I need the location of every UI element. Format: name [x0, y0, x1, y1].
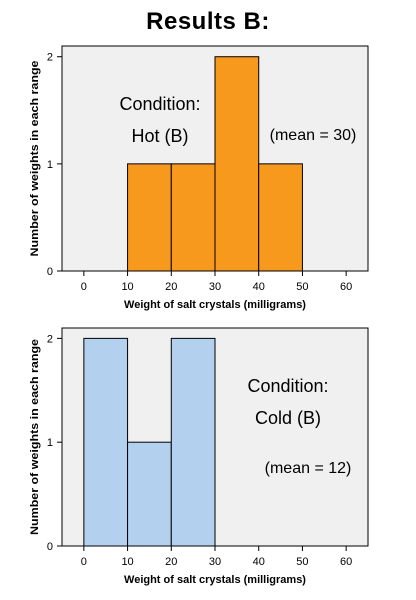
page-title: Results B: — [146, 8, 270, 35]
mean-annotation: (mean = 12) — [265, 460, 352, 477]
y-tick-label: 2 — [47, 333, 53, 345]
histogram-bar — [170, 337, 216, 547]
y-axis-label: Number of weights in each range — [29, 61, 41, 257]
x-tick-label: 50 — [296, 281, 308, 293]
y-tick-label: 0 — [47, 541, 53, 553]
x-tick-label: 10 — [121, 556, 133, 568]
x-axis-label: Weight of salt crystals (milligrams) — [124, 574, 306, 586]
y-tick-label: 1 — [47, 159, 53, 171]
condition-name: Hot (B) — [131, 126, 188, 146]
y-tick-label: 1 — [47, 437, 53, 449]
x-tick-label: 20 — [165, 556, 177, 568]
histogram-bar — [83, 337, 129, 547]
x-tick-label: 0 — [81, 556, 87, 568]
x-tick-label: 0 — [81, 281, 87, 293]
y-tick-label: 0 — [47, 266, 53, 278]
condition-label: Condition: — [119, 94, 200, 114]
histogram-bar — [127, 163, 172, 272]
y-tick-label: 2 — [47, 52, 53, 64]
x-tick-label: 40 — [253, 281, 265, 293]
x-tick-label: 10 — [121, 281, 133, 293]
x-tick-label: 50 — [296, 556, 308, 568]
histogram-bar — [127, 441, 172, 547]
x-tick-label: 30 — [209, 281, 221, 293]
x-tick-label: 60 — [340, 556, 352, 568]
histogram-bar — [170, 163, 216, 272]
x-tick-label: 60 — [340, 281, 352, 293]
histogram-bar — [214, 56, 260, 272]
mean-annotation: (mean = 30) — [270, 127, 357, 144]
condition-label: Condition: — [247, 376, 328, 396]
histogram-bar — [258, 163, 303, 272]
x-axis-label: Weight of salt crystals (milligrams) — [124, 299, 306, 311]
x-tick-label: 40 — [253, 556, 265, 568]
condition-name: Cold (B) — [255, 408, 321, 428]
x-tick-label: 30 — [209, 556, 221, 568]
hot-histogram: 0 1 2 0 10 20 30 40 50 60 Number of weights in e… — [29, 45, 369, 311]
cold-histogram: 0 1 2 0 10 20 30 40 50 60 Number of weights in e… — [29, 327, 369, 586]
y-axis-label: Number of weights in each range — [29, 339, 41, 535]
x-tick-label: 20 — [165, 281, 177, 293]
